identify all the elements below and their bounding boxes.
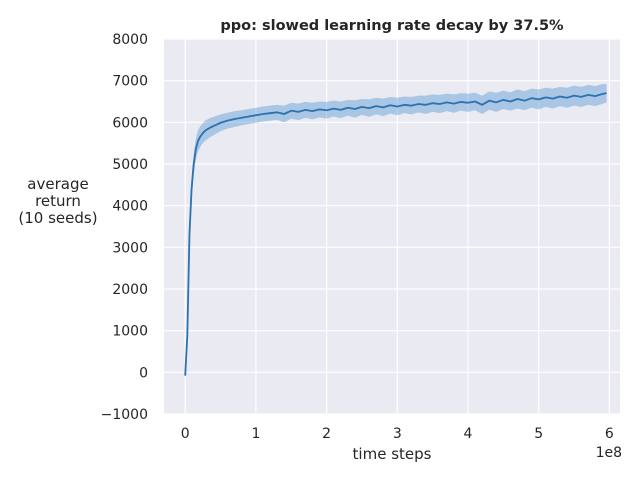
x-tick-label: 2	[322, 426, 331, 442]
y-tick-label: 4000	[112, 199, 148, 215]
x-tick-label: 6	[605, 426, 614, 442]
series-mean-line	[184, 92, 607, 376]
confidence-band-layer	[185, 84, 607, 378]
grid	[164, 38, 620, 415]
y-tick-label: 7000	[112, 74, 148, 90]
y-tick-label: 5000	[112, 157, 148, 173]
y-tick-label: 3000	[112, 240, 148, 256]
y-tick-label: 0	[139, 365, 148, 381]
plot-background	[164, 39, 620, 414]
y-axis-label-line-2: return	[35, 192, 81, 210]
x-tick-label: 0	[181, 426, 190, 442]
y-tick-label: 1000	[112, 324, 148, 340]
series-confidence-band	[185, 84, 607, 378]
chart-title: ppo: slowed learning rate decay by 37.5%	[220, 18, 564, 34]
y-axis-label-line-3: (10 seeds)	[18, 209, 97, 227]
x-axis-label: time steps	[353, 445, 432, 463]
x-tick-label: 4	[464, 426, 473, 442]
tick-labels: 0 1 2 3 4 5 6 −1000 0 1000 2000 3000 4000 5000 6000 700…	[101, 32, 614, 442]
series-line-layer	[184, 92, 607, 376]
y-tick-label: 8000	[112, 32, 148, 48]
y-tick-label: 2000	[112, 282, 148, 298]
y-tick-label: 6000	[112, 115, 148, 131]
x-tick-label: 3	[393, 426, 402, 442]
y-axis-label-line-1: average	[27, 175, 88, 193]
x-tick-label: 5	[534, 426, 543, 442]
x-offset-label: 1e8	[596, 445, 622, 461]
y-tick-label: −1000	[101, 407, 148, 423]
x-tick-label: 1	[251, 426, 260, 442]
